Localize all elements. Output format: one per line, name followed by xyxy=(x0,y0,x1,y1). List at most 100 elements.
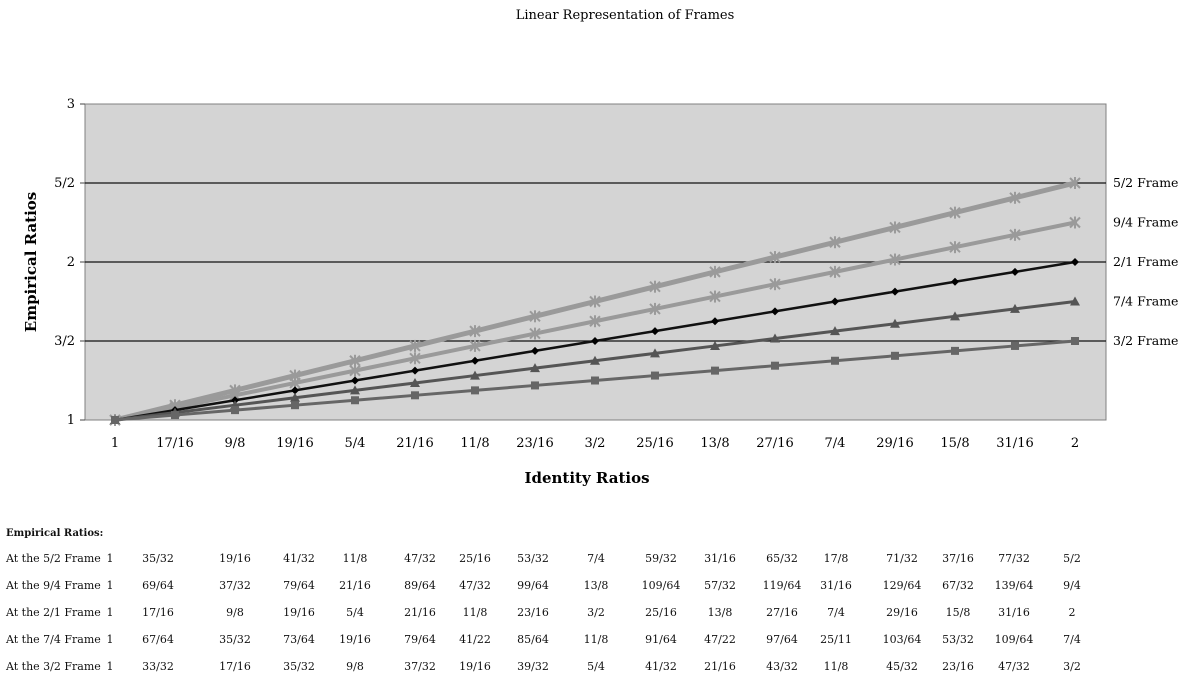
table-cell: 25/11 xyxy=(820,633,852,646)
data-point xyxy=(951,347,959,355)
x-tick-label: 15/8 xyxy=(940,436,969,451)
table-cell: 17/16 xyxy=(142,606,174,619)
x-tick-label: 31/16 xyxy=(996,436,1033,451)
table-cell: 11/8 xyxy=(463,606,488,619)
table-cell: 67/32 xyxy=(942,579,974,592)
data-point xyxy=(231,406,239,414)
table-cell: 31/16 xyxy=(820,579,852,592)
series-label: 2/1 Frame xyxy=(1113,254,1178,269)
x-tick-label: 5/4 xyxy=(345,436,366,451)
x-tick-label: 2 xyxy=(1071,436,1079,451)
table-title: Empirical Ratios: xyxy=(6,528,103,539)
table-cell: 69/64 xyxy=(142,579,174,592)
row-label: At the 2/1 Frame xyxy=(6,606,101,619)
table-cell: 17/16 xyxy=(219,660,251,673)
data-point xyxy=(1071,337,1079,345)
table-row: At the 9/4 Frame 1 69/64 37/32 79/64 21/16 89/… xyxy=(0,579,1182,599)
data-point xyxy=(171,411,179,419)
table-cell: 29/16 xyxy=(886,606,918,619)
table-cell: 85/64 xyxy=(517,633,549,646)
table-cell: 109/64 xyxy=(995,633,1034,646)
table-cell: 19/16 xyxy=(459,660,491,673)
table-cell: 5/4 xyxy=(587,660,605,673)
table-cell: 27/16 xyxy=(766,606,798,619)
table-cell: 21/16 xyxy=(704,660,736,673)
table-cell: 1 xyxy=(107,579,114,592)
table-cell: 37/32 xyxy=(404,660,436,673)
x-tick-label: 19/16 xyxy=(276,436,313,451)
table-cell: 17/8 xyxy=(824,552,849,565)
table-cell: 47/32 xyxy=(459,579,491,592)
data-point xyxy=(651,372,659,380)
table-cell: 21/16 xyxy=(404,606,436,619)
x-tick-label: 23/16 xyxy=(516,436,553,451)
table-cell: 57/32 xyxy=(704,579,736,592)
table-cell: 59/32 xyxy=(645,552,677,565)
x-tick-label: 17/16 xyxy=(156,436,193,451)
table-cell: 139/64 xyxy=(995,579,1034,592)
table-cell: 1 xyxy=(107,552,114,565)
line-chart: Linear Representation of Frames 13/225/2… xyxy=(0,0,1182,523)
series-label: 9/4 Frame xyxy=(1113,215,1178,230)
table-cell: 33/32 xyxy=(142,660,174,673)
x-tick-label: 25/16 xyxy=(636,436,673,451)
table-cell: 41/22 xyxy=(459,633,491,646)
table-cell: 103/64 xyxy=(883,633,922,646)
table-cell: 9/8 xyxy=(346,660,364,673)
table-cell: 99/64 xyxy=(517,579,549,592)
series-label: 7/4 Frame xyxy=(1113,294,1178,309)
table-cell: 1 xyxy=(107,606,114,619)
y-tick-label: 3 xyxy=(67,97,75,112)
table-cell: 39/32 xyxy=(517,660,549,673)
table-row: At the 2/1 Frame 1 17/16 9/8 19/16 5/4 21/16 11… xyxy=(0,606,1182,626)
table-cell: 31/16 xyxy=(704,552,736,565)
series-labels: 5/2 Frame9/4 Frame2/1 Frame7/4 Frame3/2 … xyxy=(1113,175,1178,348)
x-tick-label: 11/8 xyxy=(460,436,489,451)
table-cell: 41/32 xyxy=(645,660,677,673)
table-cell: 3/2 xyxy=(1063,660,1081,673)
data-point xyxy=(711,367,719,375)
table-cell: 53/32 xyxy=(517,552,549,565)
table-row: At the 7/4 Frame 1 67/64 35/32 73/64 19/16 79/… xyxy=(0,633,1182,653)
table-cell: 1 xyxy=(107,633,114,646)
y-tick-label: 3/2 xyxy=(54,334,75,349)
x-tick-label: 3/2 xyxy=(585,436,606,451)
y-axis-title: Empirical Ratios xyxy=(22,192,40,332)
data-point xyxy=(771,362,779,370)
data-point xyxy=(591,377,599,385)
table-cell: 35/32 xyxy=(142,552,174,565)
table-cell: 31/16 xyxy=(998,606,1030,619)
x-tick-label: 27/16 xyxy=(756,436,793,451)
table-cell: 9/8 xyxy=(226,606,244,619)
table-cell: 19/16 xyxy=(219,552,251,565)
x-tick-label: 1 xyxy=(111,436,119,451)
table-cell: 43/32 xyxy=(766,660,798,673)
table-cell: 47/32 xyxy=(998,660,1030,673)
row-label: At the 9/4 Frame xyxy=(6,579,101,592)
table-cell: 119/64 xyxy=(763,579,802,592)
x-tick-label: 21/16 xyxy=(396,436,433,451)
table-cell: 7/4 xyxy=(587,552,605,565)
row-label: At the 5/2 Frame xyxy=(6,552,101,565)
table-row: At the 5/2 Frame 1 35/32 19/16 41/32 11/8 47/3… xyxy=(0,552,1182,572)
table-cell: 79/64 xyxy=(404,633,436,646)
y-tick-label: 2 xyxy=(67,255,75,270)
x-tick-label: 29/16 xyxy=(876,436,913,451)
data-point xyxy=(471,386,479,394)
table-cell: 13/8 xyxy=(708,606,733,619)
table-cell: 19/16 xyxy=(283,606,315,619)
table-cell: 53/32 xyxy=(942,633,974,646)
data-point xyxy=(831,357,839,365)
table-cell: 41/32 xyxy=(283,552,315,565)
table-cell: 9/4 xyxy=(1063,579,1081,592)
table-cell: 23/16 xyxy=(517,606,549,619)
table-cell: 71/32 xyxy=(886,552,918,565)
table-cell: 21/16 xyxy=(339,579,371,592)
data-point xyxy=(111,416,119,424)
table-cell: 129/64 xyxy=(883,579,922,592)
data-point xyxy=(351,396,359,404)
x-tick-label: 7/4 xyxy=(825,436,846,451)
table-cell: 89/64 xyxy=(404,579,436,592)
table-cell: 15/8 xyxy=(946,606,971,619)
table-cell: 77/32 xyxy=(998,552,1030,565)
